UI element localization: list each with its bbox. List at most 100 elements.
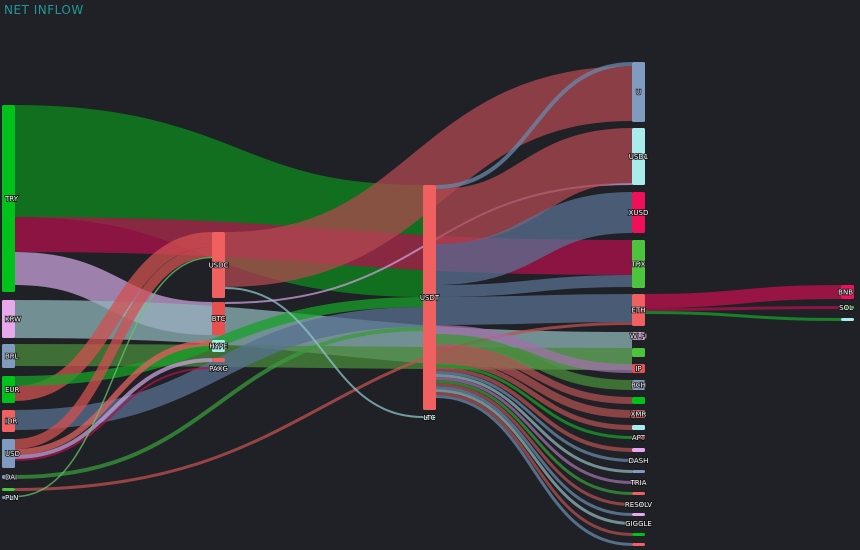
link-usd-hype[interactable]: [14, 340, 213, 455]
link-usdt-r2[interactable]: [435, 380, 633, 495]
node-b1[interactable]: [632, 470, 645, 473]
node-r1[interactable]: [212, 358, 225, 362]
link-usdt-ip[interactable]: [435, 325, 633, 373]
link-usdt-dash[interactable]: [435, 371, 633, 462]
node-hype[interactable]: [212, 340, 225, 352]
chart-title: NET INFLOW: [4, 3, 84, 17]
link-usdt-g4[interactable]: [435, 392, 633, 536]
node-idr[interactable]: [2, 410, 15, 432]
node-ip[interactable]: [632, 364, 645, 373]
link-usdt-u[interactable]: [435, 62, 633, 189]
node-label: IP: [635, 365, 641, 373]
node-dash[interactable]: [632, 459, 645, 462]
node-label: BTC: [212, 315, 226, 323]
node-eth[interactable]: [632, 294, 645, 326]
link-usdt-p1[interactable]: [435, 367, 633, 452]
node-label: XUSD: [629, 209, 649, 217]
node-label: PLN: [5, 494, 18, 502]
node-krw[interactable]: [2, 300, 15, 338]
node-apt[interactable]: [632, 436, 645, 439]
link-g1-eth[interactable]: [14, 322, 633, 491]
link-usd-r1[interactable]: [14, 358, 213, 459]
node-label: TRIA: [630, 479, 647, 487]
nodes: TRY KRW BRL EUR IDR USD DAI PLN USDC BTC HYPE PAXG U…: [2, 62, 854, 546]
node-label: WLFI: [630, 333, 647, 341]
node-r2[interactable]: [632, 492, 645, 495]
link-usdt-apt[interactable]: [435, 364, 633, 439]
node-label: HYPE: [209, 343, 227, 351]
node-p1[interactable]: [632, 448, 645, 452]
node-giggle[interactable]: [632, 522, 645, 525]
link-usdt-tria[interactable]: [435, 377, 633, 484]
link-eur-usdc[interactable]: [14, 232, 213, 401]
link-usdt-r3[interactable]: [435, 395, 633, 546]
node-r3[interactable]: [632, 543, 645, 546]
node-bch[interactable]: [632, 380, 645, 390]
node-trx[interactable]: [632, 240, 645, 288]
link-usdt-g3[interactable]: [435, 344, 633, 404]
node-resolv[interactable]: [632, 503, 645, 506]
link-eth-l2[interactable]: [644, 311, 842, 321]
node-label: USD1: [629, 153, 648, 161]
node-try[interactable]: [2, 105, 15, 292]
node-ltc[interactable]: [423, 416, 436, 419]
node-g4[interactable]: [632, 533, 645, 536]
link-pln-usdc[interactable]: [14, 256, 213, 498]
node-g2[interactable]: [632, 348, 645, 357]
node-wlfi[interactable]: [632, 332, 645, 340]
node-usdc[interactable]: [212, 232, 225, 298]
link-usdt-giggle[interactable]: [435, 389, 633, 525]
node-label: TRY: [4, 195, 19, 203]
node-sol[interactable]: [841, 306, 854, 309]
node-label: SOL: [839, 304, 853, 312]
node-usd[interactable]: [2, 439, 15, 468]
node-brl[interactable]: [2, 344, 15, 368]
node-eur[interactable]: [2, 376, 15, 403]
node-label: RESOLV: [625, 501, 652, 509]
node-btc[interactable]: [212, 302, 225, 335]
node-pln[interactable]: [2, 496, 15, 499]
node-usd1[interactable]: [632, 128, 645, 185]
node-u[interactable]: [632, 62, 645, 122]
node-l2[interactable]: [841, 318, 854, 321]
node-xmr[interactable]: [632, 410, 645, 418]
link-usdt-usd1[interactable]: [435, 128, 633, 244]
link-usdc-ltc[interactable]: [224, 287, 424, 418]
node-xusd[interactable]: [632, 192, 645, 233]
link-usdt-p2[interactable]: [435, 386, 633, 516]
node-label: USDC: [209, 262, 229, 270]
link-usdt-l1[interactable]: [435, 359, 633, 430]
node-label: USDT: [420, 294, 440, 302]
link-usdt-eth[interactable]: [435, 294, 633, 325]
link-eth-bnb[interactable]: [644, 285, 842, 308]
node-tria[interactable]: [632, 481, 645, 484]
node-dai[interactable]: [2, 475, 15, 479]
node-g1[interactable]: [2, 488, 15, 491]
link-usdt-xmr[interactable]: [435, 351, 633, 418]
node-label: APT: [632, 434, 646, 442]
node-usdt[interactable]: [423, 185, 436, 410]
node-label: PAXG: [209, 365, 228, 373]
link-usdt-trx[interactable]: [435, 275, 633, 297]
node-label: KRW: [5, 316, 21, 324]
link-usdt-bch[interactable]: [435, 334, 633, 390]
link-usdt-b1[interactable]: [435, 374, 633, 473]
link-usdt-resolv[interactable]: [435, 383, 633, 506]
link-dai-usdt[interactable]: [14, 327, 424, 479]
node-bnb[interactable]: [841, 285, 854, 299]
link-usd-usdc[interactable]: [14, 247, 213, 449]
node-label: BRL: [5, 353, 19, 361]
node-label: DAI: [5, 474, 17, 482]
link-usdt-xusd[interactable]: [435, 192, 633, 285]
node-label: BNB: [838, 289, 853, 297]
node-p2[interactable]: [632, 513, 645, 516]
node-l1[interactable]: [632, 425, 645, 430]
node-label: ETH: [632, 307, 646, 315]
node-paxg[interactable]: [212, 367, 225, 370]
link-usdc-u[interactable]: [224, 66, 633, 287]
node-g3[interactable]: [632, 397, 645, 404]
link-usd-paxg[interactable]: [14, 367, 213, 461]
link-eth-sol[interactable]: [644, 306, 842, 311]
